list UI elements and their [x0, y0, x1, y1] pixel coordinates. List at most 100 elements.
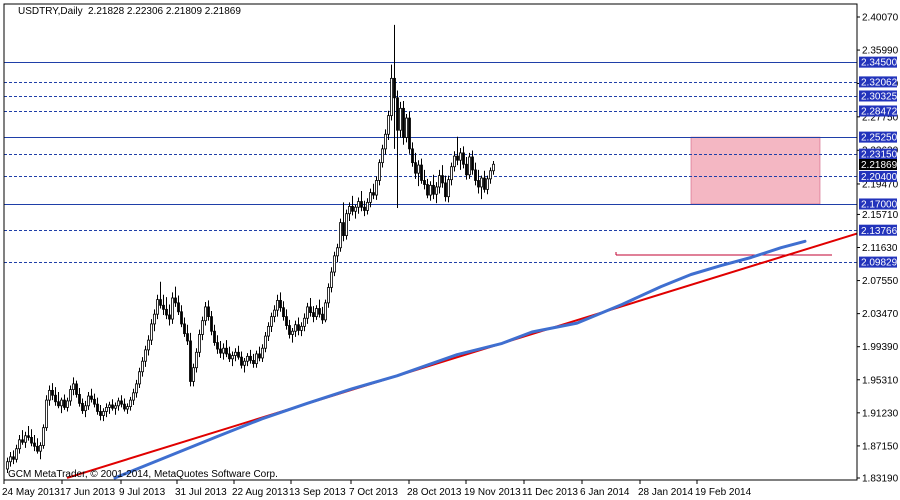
x-axis-tick-label: 11 Dec 2013 — [522, 487, 578, 498]
candle-bearish — [228, 353, 231, 360]
candle-bullish — [354, 206, 357, 212]
x-axis-tick-label: 19 Nov 2013 — [464, 487, 521, 498]
candle-bullish — [459, 152, 462, 161]
x-axis: 24 May 2013 17 Jun 2013 9 Jul 2013 31 Jul 2… — [2, 480, 752, 498]
candle-bearish — [285, 316, 288, 326]
candle-bearish — [165, 308, 168, 316]
level-price-tag — [859, 105, 897, 117]
candle-bearish — [123, 403, 126, 410]
candle-bearish — [237, 351, 240, 358]
level-price-tag-text: 2.17000 — [861, 200, 898, 211]
candle-bullish — [306, 306, 309, 319]
candle-bullish — [108, 404, 111, 408]
candle-bearish — [93, 398, 96, 405]
level-price-tag — [859, 170, 897, 182]
candle-bearish — [456, 155, 459, 161]
candle-bearish — [408, 117, 411, 150]
candle-bullish — [333, 255, 336, 273]
candle-bullish — [246, 355, 249, 362]
copyright-footer: GCM MetaTrader, © 2001-2014, MetaQuotes … — [8, 469, 278, 480]
candle-bearish — [483, 177, 486, 190]
candle-bullish — [435, 186, 438, 195]
candle-bullish — [132, 392, 135, 401]
x-axis-tick-label: 17 Jun 2013 — [60, 487, 115, 498]
candle-bearish — [177, 302, 180, 313]
candle-bullish — [345, 213, 348, 236]
candle-bullish — [384, 133, 387, 150]
candle-bullish — [330, 271, 333, 288]
candle-bearish — [219, 348, 222, 354]
candle-bullish — [201, 320, 204, 335]
candle-bullish — [387, 115, 390, 135]
candle-bullish — [138, 371, 141, 385]
candle-bearish — [186, 333, 189, 342]
candle-bearish — [27, 435, 30, 438]
candle-bearish — [420, 164, 423, 181]
x-axis-tick-label: 7 Oct 2013 — [349, 487, 398, 498]
candle-bullish — [303, 317, 306, 327]
candle-bullish — [429, 184, 432, 196]
price-tags-layer: 2.34500 2.32062 2.30325 2.28472 2.25250 2.231… — [859, 56, 898, 269]
candle-bullish — [66, 400, 69, 408]
level-price-tag-text: 2.30325 — [861, 92, 898, 103]
candle-bullish — [339, 222, 342, 249]
candle-bearish — [465, 163, 468, 176]
candle-bearish — [21, 439, 24, 443]
candle-bullish — [234, 351, 237, 356]
candle-bullish — [117, 400, 120, 407]
candle-bearish — [78, 394, 81, 404]
candle-bearish — [111, 404, 114, 409]
candle-bearish — [426, 184, 429, 196]
candle-bullish — [315, 308, 318, 318]
candle-bearish — [312, 312, 315, 318]
candle-bearish — [51, 389, 54, 396]
x-axis-tick-label: 24 May 2013 — [2, 487, 60, 498]
level-price-tag-text: 2.23150 — [861, 150, 898, 161]
candle-bullish — [45, 399, 48, 429]
candle-bearish — [159, 299, 162, 306]
y-axis-tick-label: 2.11630 — [862, 243, 898, 254]
moving-average-line — [113, 239, 807, 480]
consolidation-range-box — [690, 136, 821, 205]
candle-bearish — [240, 356, 243, 366]
candle-bullish — [291, 330, 294, 335]
y-axis-tick-label: 1.91230 — [862, 408, 899, 419]
candle-bearish — [288, 325, 291, 335]
candle-bullish — [453, 155, 456, 168]
candle-bullish — [489, 170, 492, 180]
horizontal-levels-layer — [4, 62, 857, 263]
candle-bearish — [279, 300, 282, 309]
candle-bearish — [396, 97, 399, 131]
candle-bearish — [477, 180, 480, 188]
candle-bullish — [69, 389, 72, 402]
candle-bearish — [297, 324, 300, 331]
candle-bullish — [135, 383, 138, 394]
current-price-tag — [859, 159, 897, 171]
candle-bearish — [57, 401, 60, 407]
candle-bearish — [162, 304, 165, 310]
candle-bearish — [258, 353, 261, 359]
x-axis-tick-label: 13 Sep 2013 — [289, 487, 346, 498]
candle-bullish — [150, 323, 153, 341]
candle-bullish — [39, 445, 42, 452]
candle-bullish — [48, 389, 51, 401]
candle-bearish — [90, 395, 93, 400]
candle-bullish — [267, 325, 270, 337]
x-axis-tick-label: 9 Jul 2013 — [119, 487, 166, 498]
candles-layer — [6, 24, 495, 474]
x-axis-tick-label: 28 Jan 2014 — [638, 487, 693, 498]
candle-bearish — [207, 306, 210, 318]
level-price-tag — [859, 148, 897, 160]
candle-bullish — [126, 406, 129, 410]
level-price-tag-text: 2.32062 — [861, 78, 898, 89]
y-axis-tick-label: 2.27750 — [862, 112, 899, 123]
candle-bullish — [102, 411, 105, 416]
candle-bullish — [72, 383, 75, 390]
candle-bearish — [372, 192, 375, 196]
candle-bullish — [447, 179, 450, 198]
candle-bearish — [96, 403, 99, 412]
candle-bullish — [24, 435, 27, 443]
candle-bearish — [474, 169, 477, 181]
candle-bearish — [183, 323, 186, 335]
